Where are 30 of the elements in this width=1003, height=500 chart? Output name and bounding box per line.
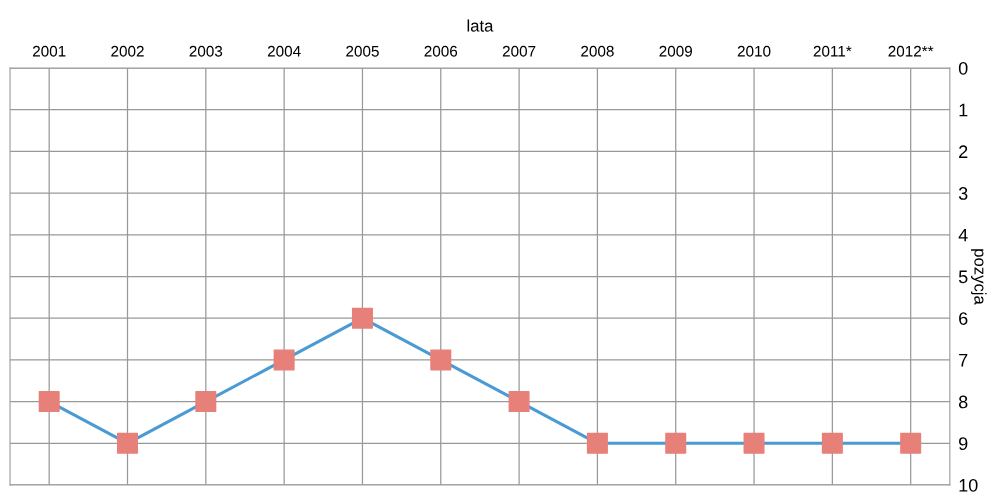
point [665, 432, 687, 454]
point [430, 349, 452, 371]
x-tick-label: 2004 [267, 45, 301, 57]
y-tick-label: 3 [958, 187, 968, 200]
x-tick-label: 2001 [32, 45, 66, 57]
y-tick-label: 8 [958, 395, 968, 409]
x-tick-label: 2012** [888, 45, 934, 57]
point [743, 432, 765, 454]
point [900, 432, 922, 454]
y-tick-label: 6 [959, 312, 968, 325]
x-tick-label: 2008 [581, 45, 614, 57]
point [273, 349, 295, 371]
y-tick-label: 5 [958, 270, 968, 284]
x-tick-label: 2006 [424, 45, 458, 57]
x-tick-label: 2002 [111, 45, 144, 57]
y-tick-label: 0 [958, 61, 968, 75]
x-tick-label: 2003 [189, 45, 223, 57]
x-tick-label: 2007 [502, 45, 536, 57]
x-tick-label: 2010 [737, 45, 771, 57]
y-tick-label: 7 [959, 354, 968, 367]
y-tick-label: 1 [959, 103, 968, 117]
x-axis-title: lata [467, 19, 494, 32]
y-tick-label: 4 [958, 228, 968, 242]
x-tick-label: 2011* [813, 45, 852, 57]
y-axis-title: pozycja [971, 249, 987, 305]
x-tick-label: 2009 [659, 45, 692, 57]
y-tick-label: 10 [959, 478, 978, 492]
y-tick-label: 9 [959, 437, 968, 451]
x-tick-label: 2005 [346, 45, 379, 57]
y-tick-label: 2 [959, 145, 968, 158]
